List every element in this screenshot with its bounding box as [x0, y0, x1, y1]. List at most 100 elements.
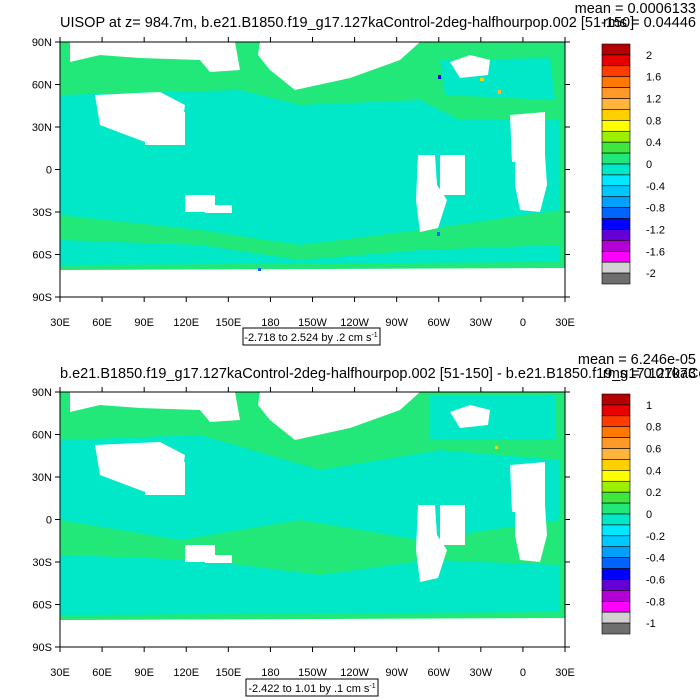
anomaly-specks: [495, 446, 498, 449]
panel-2-mean: mean = 6.246e-05: [578, 352, 696, 368]
land-mask: [60, 392, 565, 647]
colorbar-box: [601, 141, 631, 154]
colorbar-label: 0.2: [646, 487, 661, 499]
colorbar-box: [601, 163, 631, 176]
panel-2: b.e21.B1850.f19_g17.127kaControl-2deg-ha…: [32, 352, 700, 697]
x-tick-label: 60E: [92, 667, 112, 679]
y-tick-label: 60N: [32, 80, 52, 92]
x-tick-label: 120W: [340, 317, 369, 329]
colorbar-label: -1.6: [646, 246, 665, 258]
colorbar-box: [601, 502, 631, 515]
colorbar-box: [601, 98, 631, 110]
colorbar-label: -0.2: [646, 531, 665, 543]
colorbar-box: [601, 590, 631, 602]
colorbar-box: [601, 557, 631, 569]
panel-2-map: [60, 392, 565, 647]
colorbar-box: [601, 76, 631, 88]
x-tick-label: 30E: [50, 317, 70, 329]
x-tick-label: 180: [261, 317, 279, 329]
colorbar-box: [601, 600, 631, 613]
colorbar-box: [601, 240, 631, 252]
x-tick-label: 90E: [134, 667, 154, 679]
colorbar-label: -0.8: [646, 203, 665, 215]
colorbar-box: [601, 185, 631, 198]
x-tick-label: 30W: [470, 317, 493, 329]
colorbar-box: [601, 546, 631, 558]
x-tick-label: 60W: [427, 667, 450, 679]
y-tick-label: 90S: [32, 642, 52, 654]
panel-1-colorbar: 2 1.6 1.2 0.8 0.4 0 -0.4 -0.8 -1.2 -1.6 -2: [601, 43, 665, 285]
colorbar-box: [601, 109, 631, 121]
colorbar-label: -0.8: [646, 596, 665, 608]
colorbar-label: -1: [646, 618, 656, 630]
x-tick-label: 120W: [340, 667, 369, 679]
colorbar-box: [601, 437, 631, 449]
panel-2-contour-info: -2.422 to 1.01 by .1 cm s-1: [248, 683, 375, 695]
colorbar-label: -0.4: [646, 181, 665, 193]
x-tick-label: 150W: [298, 667, 327, 679]
colorbar-box: [601, 568, 631, 580]
colorbar-box: [601, 459, 631, 471]
colorbar-box: [601, 152, 631, 165]
colorbar-label: 0.8: [646, 422, 661, 434]
y-tick-label: 30N: [32, 122, 52, 134]
y-tick-label: 0: [46, 515, 52, 527]
colorbar-box: [601, 120, 631, 132]
x-tick-label: 30E: [50, 667, 70, 679]
colorbar-box: [601, 470, 631, 482]
colorbar-label: -1.2: [646, 224, 665, 236]
colorbar-box: [601, 426, 631, 438]
colorbar-label: 0.6: [646, 444, 661, 456]
x-tick-label: 30E: [555, 667, 575, 679]
colorbar-box: [601, 218, 631, 230]
y-tick-label: 30S: [32, 557, 52, 569]
colorbar-label: -0.4: [646, 553, 665, 565]
colorbar-box: [601, 65, 631, 78]
colorbar-box: [601, 229, 631, 241]
panel-1-mean: mean = 0.0006133: [575, 1, 696, 17]
panel-2-contour-info-box: [245, 678, 379, 697]
panel-1-map: [60, 42, 565, 297]
x-tick-label: 30E: [555, 317, 575, 329]
colorbar-box: [601, 87, 631, 99]
colorbar-label: 0.8: [646, 115, 661, 127]
colorbar-label: 0.4: [646, 465, 661, 477]
panel-1-title: UISOP at z= 984.7m, b.e21.B1850.f19_g17.…: [60, 15, 634, 31]
x-tick-label: 150E: [215, 317, 241, 329]
colorbar-box: [601, 272, 631, 285]
colorbar-label: 0: [646, 159, 652, 171]
land-mask: [60, 42, 565, 297]
colorbar-box: [601, 611, 631, 624]
x-tick-label: 120E: [173, 317, 199, 329]
x-tick-label: 90W: [385, 317, 408, 329]
y-tick-label: 30S: [32, 207, 52, 219]
colorbar-box: [601, 579, 631, 591]
panel-1-contour-info: -2.718 to 2.524 by .2 cm s-1: [244, 332, 378, 344]
colorbar-box: [601, 54, 631, 67]
colorbar-box: [601, 207, 631, 219]
x-tick-label: 60E: [92, 317, 112, 329]
y-tick-label: 60S: [32, 600, 52, 612]
y-tick-label: 90N: [32, 37, 52, 49]
panel-1-rms: rms = 0.04446: [603, 15, 696, 31]
panel-1-contour-info-box: [242, 327, 381, 346]
colorbar-box: [601, 524, 631, 537]
colorbar-box: [601, 261, 631, 274]
colorbar-label: 1.2: [646, 94, 661, 106]
panel-2-title: b.e21.B1850.f19_g17.127kaControl-2deg-ha…: [60, 366, 700, 382]
y-tick-label: 0: [46, 165, 52, 177]
colorbar-box: [601, 174, 631, 187]
x-tick-label: 90E: [134, 317, 154, 329]
y-tick-label: 60N: [32, 430, 52, 442]
x-tick-label: 90W: [385, 667, 408, 679]
panel-1-axes: 90N 60N 30N 0 30S 60S 90S 30E 60E 90E 120E 150E 180 1…: [32, 37, 575, 329]
colorbar-box: [601, 513, 631, 526]
x-tick-label: 150E: [215, 667, 241, 679]
colorbar-box: [601, 130, 631, 143]
colorbar-box: [601, 622, 631, 635]
x-tick-label: 150W: [298, 317, 327, 329]
colorbar-label: 1.6: [646, 72, 661, 84]
colorbar-label: 0.4: [646, 137, 661, 149]
x-tick-label: 0: [520, 317, 526, 329]
colorbar-box: [601, 415, 631, 428]
